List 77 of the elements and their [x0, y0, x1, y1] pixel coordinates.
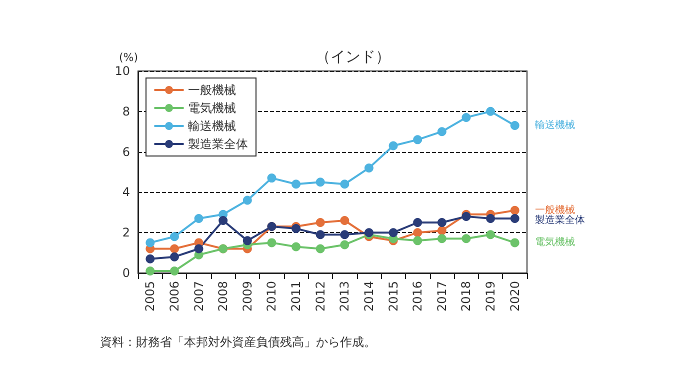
x-tick-label: 2005 [143, 281, 158, 312]
point [413, 218, 422, 227]
point [510, 238, 520, 248]
point [170, 252, 179, 262]
x-tick-label: 2017 [434, 281, 449, 312]
point [364, 163, 374, 172]
point [292, 242, 301, 252]
point [340, 240, 350, 250]
point [242, 236, 252, 246]
point [510, 121, 520, 130]
point [510, 206, 520, 215]
legend-label: 一般機械 [188, 83, 236, 97]
y-tick-label: 8 [122, 104, 130, 118]
y-tick-label: 4 [122, 185, 130, 200]
point [146, 254, 155, 264]
point [170, 266, 179, 276]
point [194, 214, 204, 223]
x-tick-label: 2013 [338, 281, 352, 312]
point [267, 174, 276, 183]
x-tick-label: 2015 [386, 281, 400, 312]
point [510, 214, 520, 223]
x-tick-label: 2011 [289, 281, 304, 312]
legend-label: 輸送機械 [188, 119, 236, 133]
point [462, 234, 471, 244]
point [437, 127, 446, 136]
text: 製造業全体 [534, 214, 585, 226]
y-tick-label: 6 [122, 144, 130, 159]
point [218, 216, 228, 225]
x-tick-label: 2016 [410, 281, 425, 312]
point [170, 232, 179, 242]
y-axis-title: (%) [118, 51, 138, 64]
point [146, 266, 155, 276]
point [316, 178, 325, 187]
point [316, 244, 325, 254]
y-tick-label: 10 [114, 64, 130, 78]
x-tick-label: 2010 [264, 281, 279, 312]
point [486, 230, 496, 240]
point [292, 180, 301, 189]
point [340, 216, 350, 225]
point [437, 226, 446, 236]
x-tick-label: 2008 [216, 281, 230, 312]
text: 一般機械 [534, 204, 575, 216]
point [413, 236, 422, 246]
x-tick-label: 2014 [362, 281, 376, 312]
legend-label: 製造業全体 [188, 137, 248, 151]
y-tick-label: 2 [122, 226, 130, 240]
x-tick-label: 2020 [508, 281, 522, 312]
point [316, 230, 325, 240]
point [194, 244, 204, 254]
y-tick-label: 0 [122, 266, 130, 280]
x-tick-label: 2007 [192, 281, 206, 312]
x-tick-label: 2018 [459, 281, 474, 312]
x-tick-label: 2019 [484, 281, 498, 312]
chart-title: （インド） [316, 48, 390, 66]
point [388, 228, 398, 238]
point [170, 244, 179, 254]
point [340, 180, 350, 189]
point [242, 196, 252, 205]
text: 資料：財務省「本邦対外資産負債残高」から作成。 [100, 335, 376, 349]
text: 電気機械 [534, 237, 575, 248]
point [267, 238, 276, 248]
point [413, 228, 422, 238]
point [413, 135, 422, 144]
point [146, 238, 155, 248]
point [388, 141, 398, 150]
text: 輸送機械 [534, 120, 575, 132]
x-tick-label: 2012 [313, 281, 328, 312]
point [486, 106, 496, 116]
point [486, 214, 496, 223]
point [316, 218, 325, 227]
point [437, 218, 446, 227]
point [462, 112, 471, 122]
x-tick-label: 2006 [167, 281, 182, 312]
point [340, 230, 350, 240]
x-tick-label: 2009 [240, 281, 254, 312]
legend-label: 電気機械 [188, 101, 236, 115]
point [437, 234, 446, 244]
